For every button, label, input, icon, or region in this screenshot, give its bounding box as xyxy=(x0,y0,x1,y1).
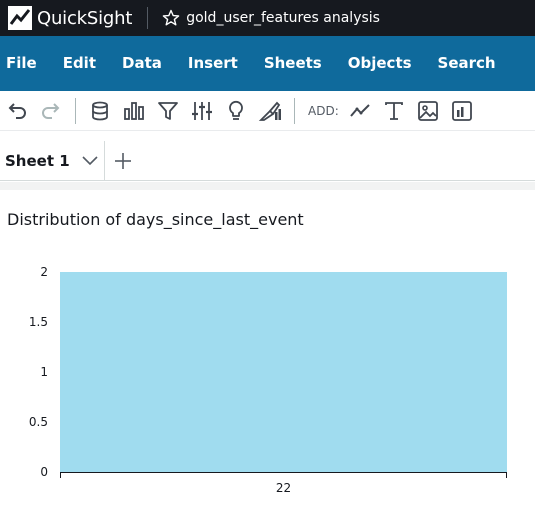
menu-edit[interactable]: Edit xyxy=(62,54,96,72)
histogram-visual[interactable]: Distribution of days_since_last_event 0 0… xyxy=(0,190,535,511)
y-tick-label: 0 xyxy=(40,465,48,479)
menu-insert[interactable]: Insert xyxy=(187,54,238,72)
y-tick-label: 0.5 xyxy=(29,415,48,429)
dataset-icon[interactable] xyxy=(83,94,117,128)
menu-bar: File Edit Data Insert Sheets Objects Sea… xyxy=(0,36,535,91)
histogram-bar[interactable] xyxy=(60,272,507,472)
undo-icon[interactable] xyxy=(0,94,34,128)
analysis-canvas: Distribution of days_since_last_event 0 0… xyxy=(0,182,535,511)
menu-data[interactable]: Data xyxy=(122,54,162,72)
insights-icon[interactable] xyxy=(219,94,253,128)
app-name: QuickSight xyxy=(37,7,133,29)
x-tick-label: 22 xyxy=(276,481,291,495)
toolbar: ADD: xyxy=(0,91,535,131)
filter-icon[interactable] xyxy=(151,94,185,128)
divider xyxy=(147,7,149,29)
visual-title: Distribution of days_since_last_event xyxy=(7,210,304,229)
add-sheet-button[interactable] xyxy=(105,141,141,180)
themes-icon[interactable] xyxy=(253,94,287,128)
add-image-icon[interactable] xyxy=(411,94,445,128)
menu-objects[interactable]: Objects xyxy=(347,54,412,72)
plus-icon xyxy=(114,152,131,169)
y-tick-label: 1 xyxy=(40,365,48,379)
menu-sheets[interactable]: Sheets xyxy=(263,54,322,72)
menu-file[interactable]: File xyxy=(6,54,37,72)
y-tick-label: 1.5 xyxy=(29,315,48,329)
add-text-icon[interactable] xyxy=(377,94,411,128)
quicksight-logo-icon[interactable] xyxy=(6,4,34,32)
menu-search[interactable]: Search xyxy=(437,54,496,72)
add-line-chart-icon[interactable] xyxy=(343,94,377,128)
visualize-icon[interactable] xyxy=(117,94,151,128)
add-visual-icon[interactable] xyxy=(445,94,479,128)
star-icon[interactable] xyxy=(162,9,180,27)
sheet-tabs-bar: Sheet 1 xyxy=(0,141,535,181)
parameters-icon[interactable] xyxy=(185,94,219,128)
y-tick-label: 2 xyxy=(40,265,48,279)
toolbar-divider xyxy=(75,97,76,124)
redo-icon[interactable] xyxy=(34,94,68,128)
chevron-down-icon[interactable] xyxy=(80,151,100,171)
toolbar-divider xyxy=(294,97,295,124)
add-label: ADD: xyxy=(308,103,339,118)
tab-sheet-1[interactable]: Sheet 1 xyxy=(0,141,105,180)
sheet-tab-label: Sheet 1 xyxy=(5,151,70,170)
analysis-title[interactable]: gold_user_features analysis xyxy=(186,10,380,26)
top-bar: QuickSight gold_user_features analysis xyxy=(0,0,535,36)
